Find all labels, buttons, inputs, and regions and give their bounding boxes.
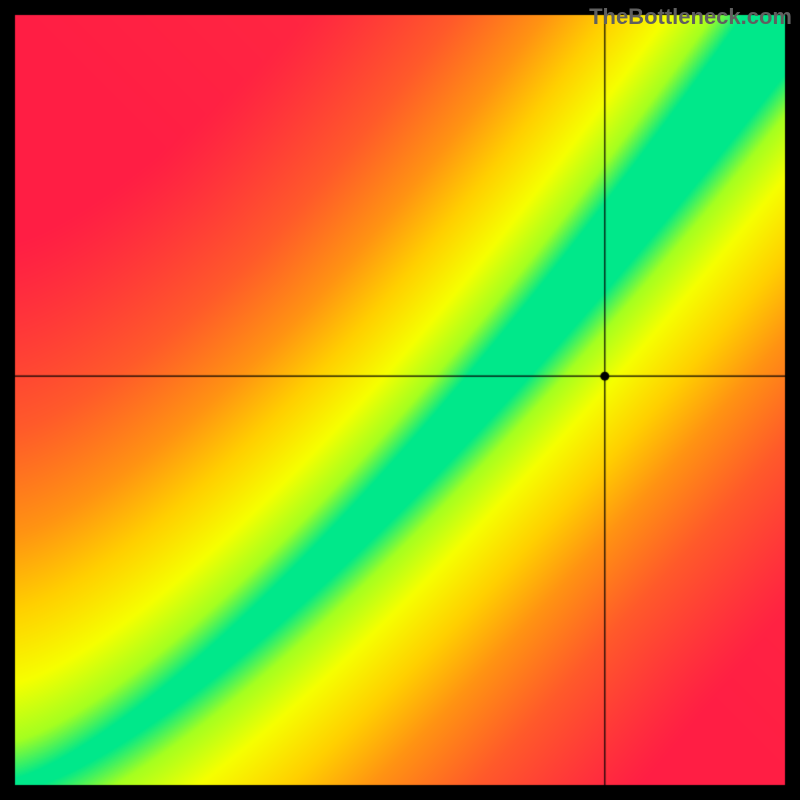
chart-container: TheBottleneck.com: [0, 0, 800, 800]
bottleneck-heatmap: [0, 0, 800, 800]
